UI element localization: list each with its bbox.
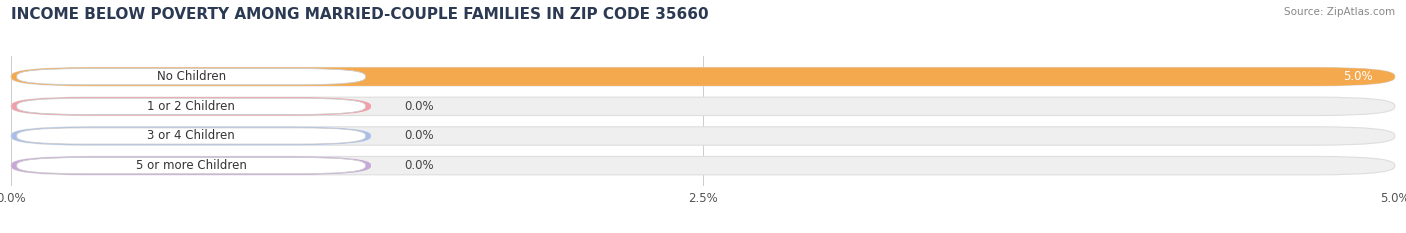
FancyBboxPatch shape	[11, 156, 1395, 175]
Text: 1 or 2 Children: 1 or 2 Children	[148, 100, 235, 113]
Text: 5.0%: 5.0%	[1343, 70, 1372, 83]
Text: No Children: No Children	[156, 70, 226, 83]
Text: INCOME BELOW POVERTY AMONG MARRIED-COUPLE FAMILIES IN ZIP CODE 35660: INCOME BELOW POVERTY AMONG MARRIED-COUPL…	[11, 7, 709, 22]
Text: 0.0%: 0.0%	[404, 130, 434, 143]
FancyBboxPatch shape	[11, 127, 371, 145]
FancyBboxPatch shape	[17, 158, 366, 174]
Text: 5 or more Children: 5 or more Children	[135, 159, 246, 172]
FancyBboxPatch shape	[17, 69, 366, 85]
FancyBboxPatch shape	[11, 156, 371, 175]
Text: 3 or 4 Children: 3 or 4 Children	[148, 130, 235, 143]
FancyBboxPatch shape	[17, 98, 366, 114]
Text: 0.0%: 0.0%	[404, 159, 434, 172]
FancyBboxPatch shape	[11, 97, 1395, 116]
FancyBboxPatch shape	[11, 68, 1395, 86]
Text: Source: ZipAtlas.com: Source: ZipAtlas.com	[1284, 7, 1395, 17]
FancyBboxPatch shape	[11, 68, 1395, 86]
FancyBboxPatch shape	[17, 128, 366, 144]
FancyBboxPatch shape	[11, 97, 371, 116]
Text: 0.0%: 0.0%	[404, 100, 434, 113]
FancyBboxPatch shape	[11, 127, 1395, 145]
